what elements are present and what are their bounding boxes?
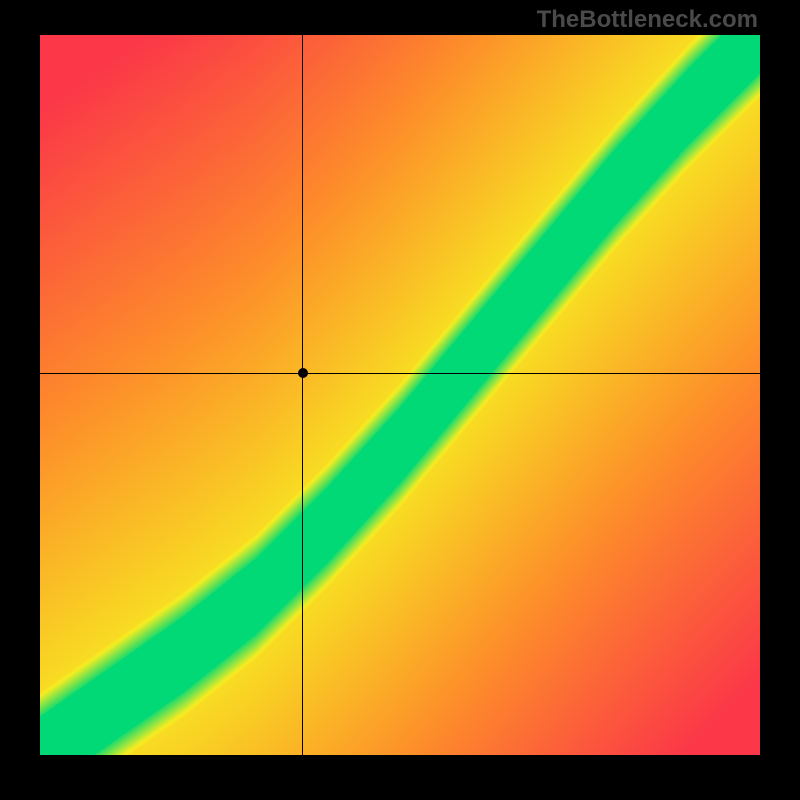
watermark-text: TheBottleneck.com (537, 6, 758, 34)
crosshair-vertical (302, 35, 303, 755)
chart-container: TheBottleneck.com (0, 0, 800, 800)
heatmap-canvas (40, 35, 760, 755)
heatmap-plot (40, 35, 760, 755)
crosshair-marker (298, 368, 308, 378)
crosshair-horizontal (40, 373, 760, 374)
